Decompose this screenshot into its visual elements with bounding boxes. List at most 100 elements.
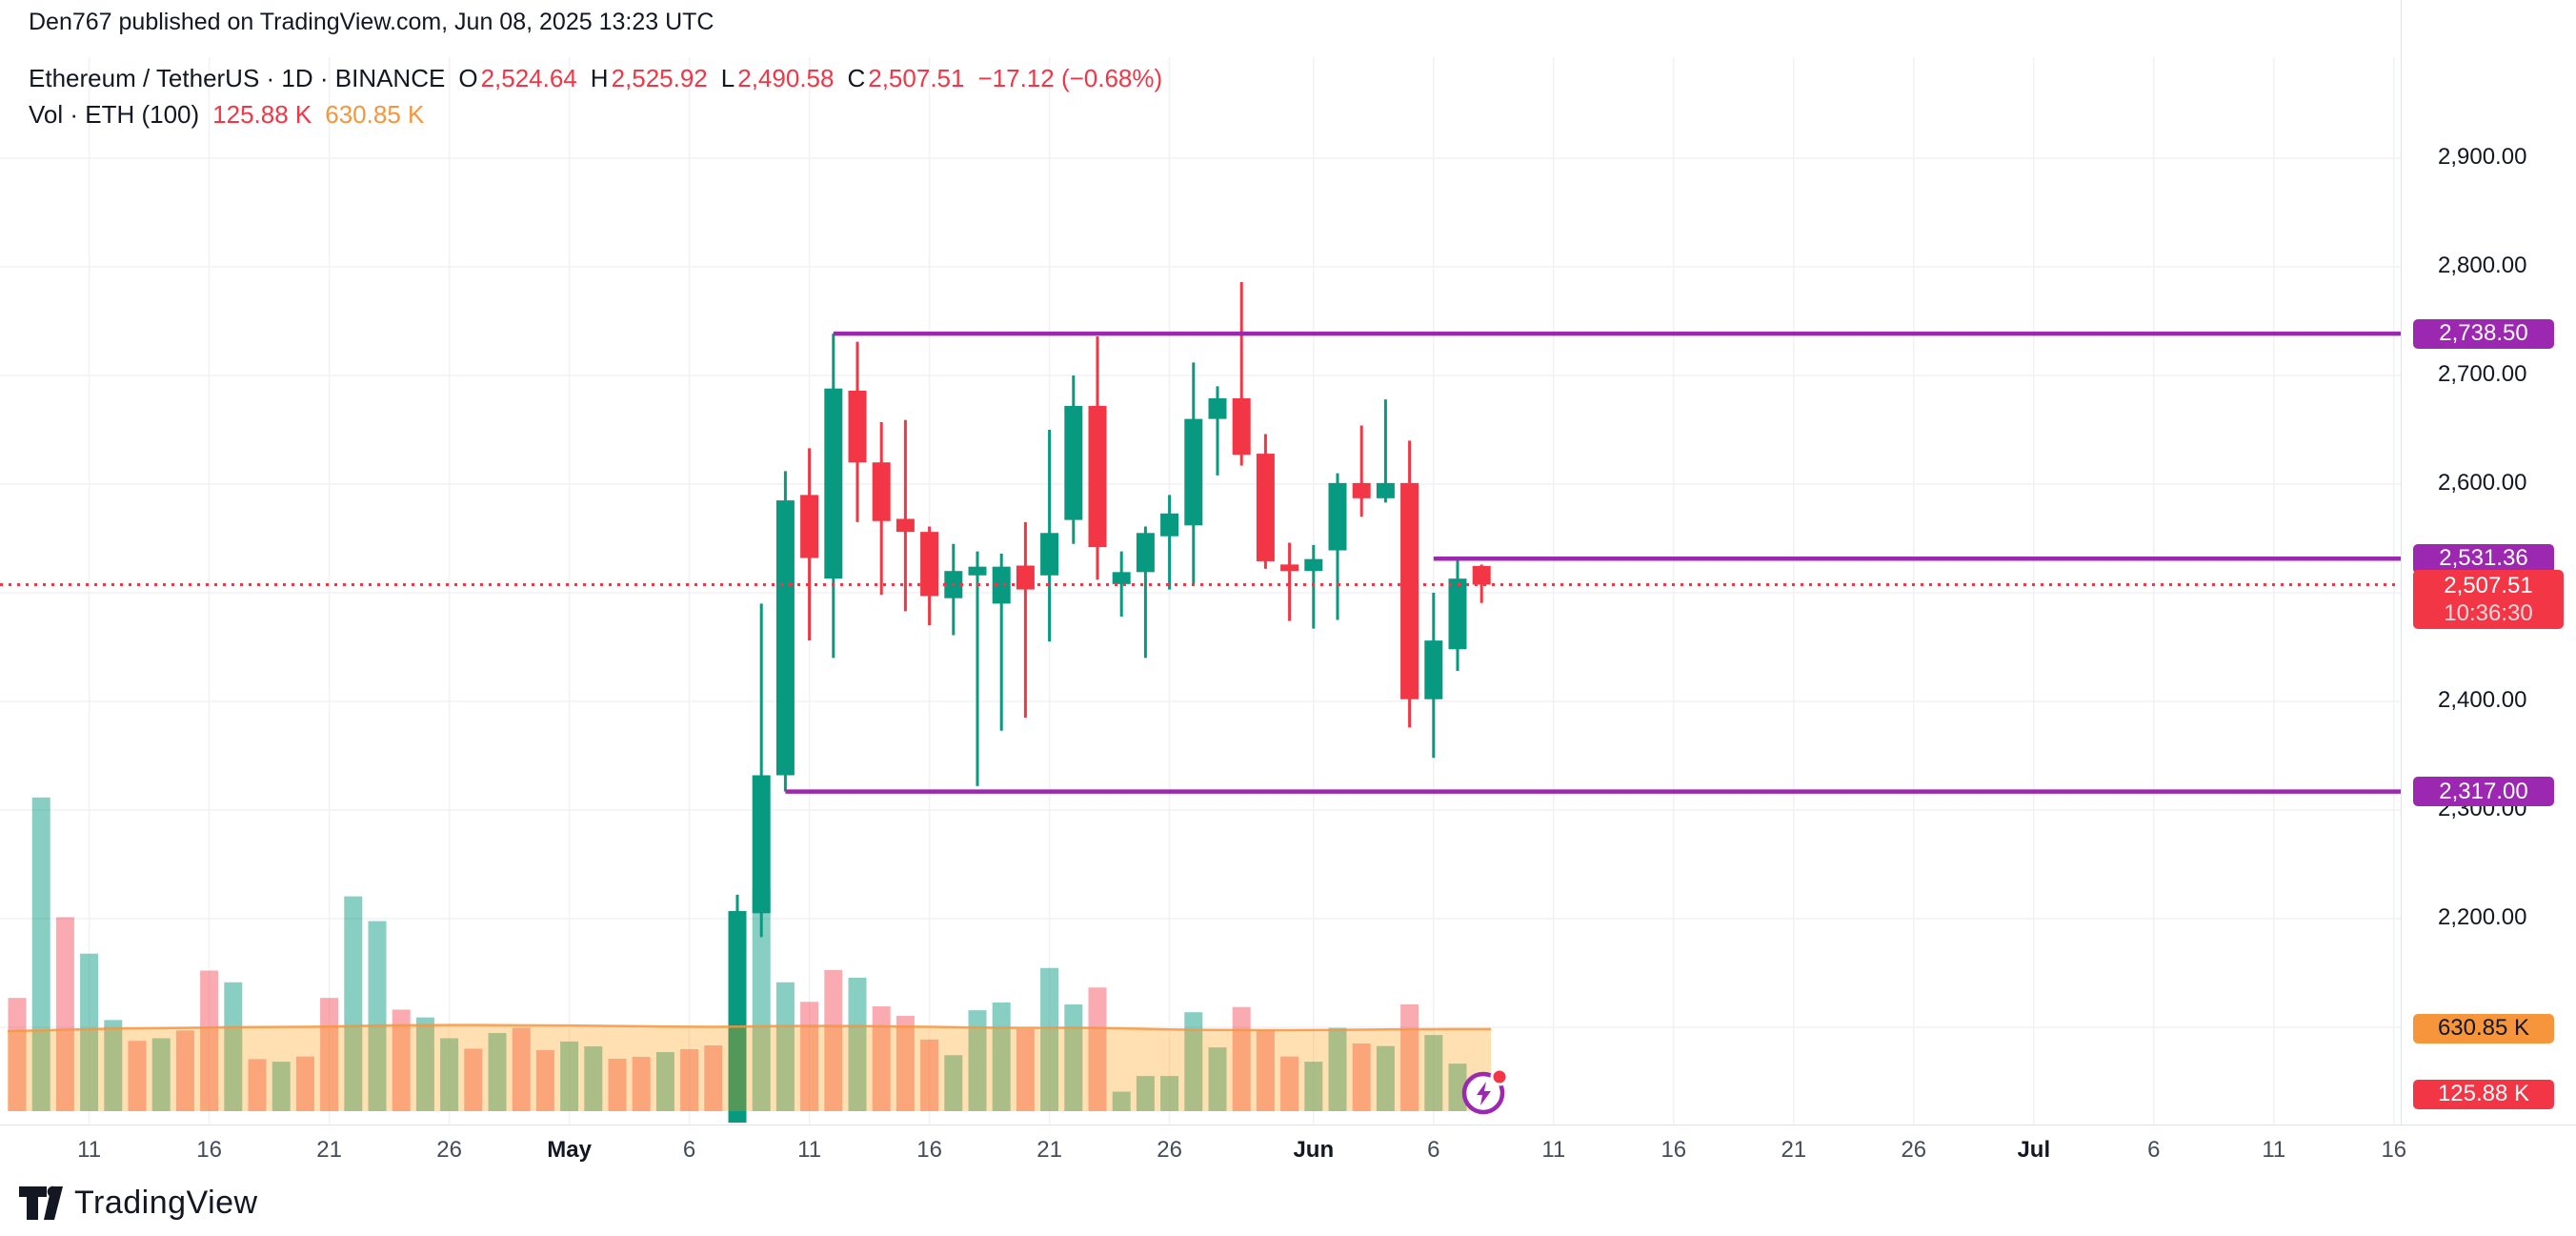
volume-bar-May 28[interactable] — [1208, 1047, 1227, 1111]
candle-May 13[interactable] — [848, 341, 867, 522]
volume-bar-Apr 28[interactable] — [488, 1033, 507, 1111]
volume-bar-May 27[interactable] — [1184, 1012, 1203, 1111]
candle-May 19[interactable] — [992, 553, 1011, 731]
candle-May 24[interactable] — [1112, 551, 1131, 618]
volume-bar-Apr 20[interactable] — [295, 1056, 314, 1111]
volume-bar-Jun 6[interactable] — [1424, 1035, 1443, 1111]
volume-bar-Jun 7[interactable] — [1448, 1064, 1467, 1111]
volume-bar-Apr 14[interactable] — [151, 1038, 171, 1111]
volume-bar-Apr 12[interactable] — [104, 1020, 123, 1111]
candle-May 27[interactable] — [1184, 362, 1203, 584]
candle-May 15[interactable] — [896, 419, 915, 612]
time-axis[interactable]: 11 16 21 26 May 6 11 16 21 26 Jun 6 11 16 21 26 Jul 6 11 16 — [0, 1125, 2576, 1236]
candle-May 10[interactable] — [775, 471, 795, 792]
volume-bar-Jun 1[interactable] — [1304, 1062, 1323, 1111]
volume-bar-May 11[interactable] — [800, 1002, 819, 1111]
level-price-badge[interactable]: 2,317.00 — [2413, 777, 2554, 807]
volume-bar-Apr 19[interactable] — [272, 1062, 291, 1111]
volume-bar-Apr 17[interactable] — [224, 982, 243, 1111]
candle-May 11[interactable] — [800, 448, 819, 641]
volume-bar-May 9[interactable] — [752, 889, 771, 1111]
volume-bar-Apr 22[interactable] — [344, 896, 363, 1111]
volume-bar-May 21[interactable] — [1040, 967, 1059, 1111]
candle-Jun 3[interactable] — [1352, 425, 1371, 517]
candle-May 17[interactable] — [944, 543, 963, 636]
candle-Jun 5[interactable] — [1400, 440, 1419, 728]
volume-bar-May 7[interactable] — [704, 1045, 723, 1111]
volume-bar-May 19[interactable] — [992, 1002, 1011, 1111]
tradingview-logo[interactable]: TradingView — [19, 1185, 258, 1222]
volume-bar-Apr 23[interactable] — [368, 921, 387, 1111]
volume-bar-Apr 26[interactable] — [440, 1038, 459, 1111]
volume-bar-May 16[interactable] — [920, 1039, 939, 1111]
volume-bar-May 5[interactable] — [655, 1051, 674, 1111]
volume-bar-Jun 2[interactable] — [1328, 1027, 1347, 1111]
volume-bar-May 13[interactable] — [848, 977, 867, 1111]
volume-bar-May 25[interactable] — [1136, 1076, 1155, 1111]
volume-bar-Apr 25[interactable] — [415, 1017, 434, 1111]
volume-bar-Apr 10[interactable] — [55, 917, 74, 1111]
volume-bar-Apr 18[interactable] — [248, 1059, 267, 1111]
candle-May 31[interactable] — [1280, 542, 1299, 621]
volume-bar-May 18[interactable] — [968, 1010, 987, 1111]
candle-May 30[interactable] — [1256, 434, 1275, 569]
last-price-badge[interactable]: 2,507.51 10:36:30 — [2413, 569, 2564, 629]
candle-Jun 8[interactable] — [1472, 564, 1491, 603]
volume-bar-May 1[interactable] — [560, 1041, 579, 1111]
volume-bar-May 22[interactable] — [1064, 1003, 1083, 1111]
volume-bar-May 6[interactable] — [680, 1048, 699, 1111]
candle-May 21[interactable] — [1040, 430, 1059, 642]
candle-May 14[interactable] — [872, 422, 891, 596]
volume-bar-May 15[interactable] — [896, 1016, 915, 1111]
candle-Jun 2[interactable] — [1328, 473, 1347, 620]
candle-May 22[interactable] — [1064, 375, 1083, 544]
volume-bar-May 14[interactable] — [872, 1006, 891, 1111]
volume-bar-Apr 11[interactable] — [80, 953, 99, 1111]
volume-bar-May 30[interactable] — [1256, 1030, 1275, 1111]
volume-bar-Apr 30[interactable] — [535, 1049, 554, 1111]
volume-bar-Apr 8[interactable] — [8, 998, 27, 1111]
volume-bar-Apr 13[interactable] — [128, 1041, 147, 1111]
volume-bar-Jun 5[interactable] — [1400, 1003, 1419, 1111]
candle-May 25[interactable] — [1136, 526, 1155, 659]
flash-lightning-icon[interactable] — [1459, 1065, 1512, 1119]
candle-May 16[interactable] — [920, 526, 939, 626]
volume-bar-May 4[interactable] — [632, 1057, 651, 1111]
volume-bar-Apr 15[interactable] — [175, 1030, 194, 1111]
volume-bar-May 20[interactable] — [1016, 1028, 1035, 1111]
candle-May 20[interactable] — [1016, 521, 1035, 719]
volume-bar-Jun 4[interactable] — [1376, 1045, 1395, 1111]
price-axis[interactable]: 2,900.002,800.002,700.002,600.002,500.00… — [2401, 0, 2576, 1125]
volume-bar-May 26[interactable] — [1160, 1076, 1179, 1111]
volume-bar-Apr 24[interactable] — [392, 1009, 411, 1111]
volume-bar-May 29[interactable] — [1232, 1006, 1251, 1111]
volume-bar-Apr 9[interactable] — [31, 797, 50, 1111]
candle-May 28[interactable] — [1208, 386, 1227, 476]
candle-Jun 4[interactable] — [1376, 399, 1395, 503]
candle-May 26[interactable] — [1160, 495, 1179, 590]
volume-bar-May 8[interactable] — [728, 913, 747, 1111]
volume-bar-May 3[interactable] — [608, 1058, 627, 1111]
candle-May 29[interactable] — [1232, 281, 1251, 466]
candle-Jun 1[interactable] — [1304, 544, 1323, 629]
volume-bar-Jun 3[interactable] — [1352, 1043, 1371, 1111]
candle-May 9[interactable] — [752, 603, 771, 938]
volume-bar-May 17[interactable] — [944, 1055, 963, 1111]
volume-bar-May 23[interactable] — [1088, 987, 1107, 1111]
level-price-badge[interactable]: 2,738.50 — [2413, 318, 2554, 349]
volume-bar-Apr 29[interactable] — [512, 1027, 531, 1111]
volume-bar-May 2[interactable] — [584, 1045, 603, 1111]
candle-May 8[interactable] — [728, 894, 747, 1235]
volume-bar-May 24[interactable] — [1112, 1091, 1131, 1111]
candle-Jun 6[interactable] — [1424, 593, 1443, 759]
candle-Jun 7[interactable] — [1448, 558, 1467, 672]
symbol-legend[interactable]: Ethereum / TetherUS · 1D · BINANCE O 2,52… — [29, 60, 1162, 132]
volume-bar-May 12[interactable] — [824, 969, 843, 1111]
level-price-badge[interactable]: 2,531.36 — [2413, 543, 2554, 574]
volume-bar-May 10[interactable] — [775, 982, 795, 1111]
volume-bar-May 31[interactable] — [1280, 1056, 1299, 1111]
volume-bar-Apr 27[interactable] — [464, 1048, 483, 1111]
volume-bar-Apr 16[interactable] — [200, 970, 219, 1111]
candle-May 23[interactable] — [1088, 335, 1107, 580]
